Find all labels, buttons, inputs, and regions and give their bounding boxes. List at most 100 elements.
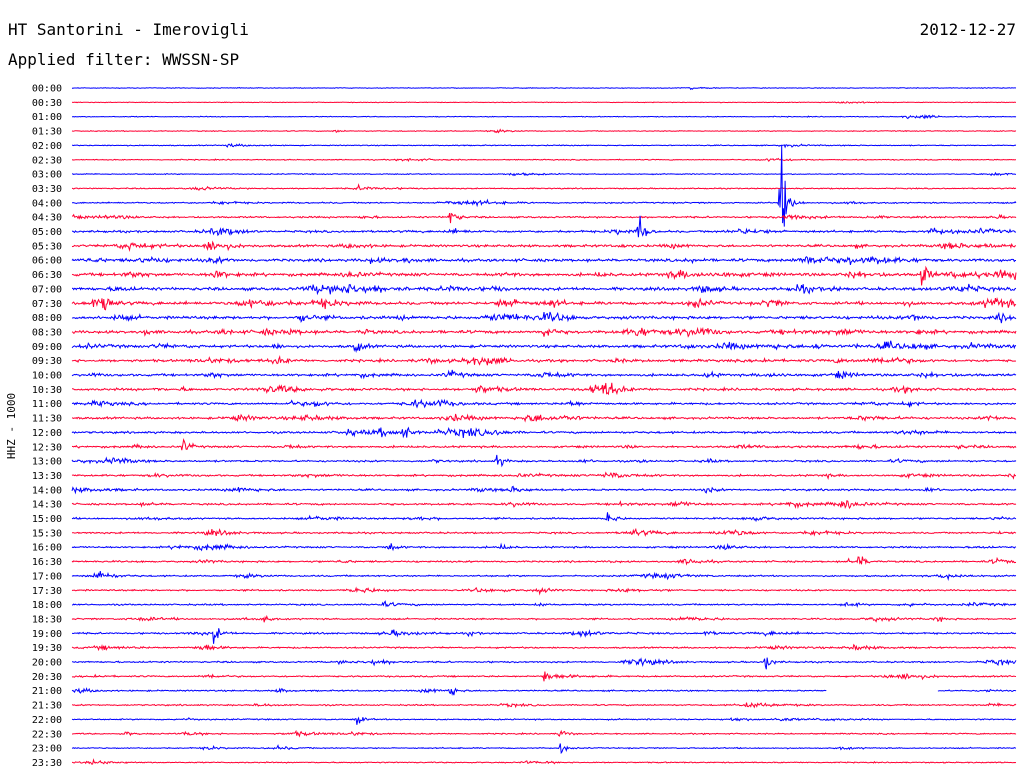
trace-line-0000 [71,86,1017,91]
time-tick-label: 16:30 [32,557,62,568]
time-tick-label: 22:00 [32,715,62,726]
trace-line-2200 [71,716,1017,725]
trace-group [71,86,1017,765]
time-tick-label: 07:30 [32,299,62,310]
time-tick-label: 11:00 [32,399,62,410]
trace-line-0030 [71,101,1017,104]
time-tick-label: 22:30 [32,729,62,740]
time-tick-label: 17:00 [32,571,62,582]
time-tick-label: 07:00 [32,284,62,295]
trace-line-2230 [72,729,1017,738]
channel-axis-label: HHZ - 1000 [5,393,18,459]
trace-line-1700 [71,571,1017,581]
trace-line-2130 [71,702,1017,709]
trace-line-1830 [71,614,1017,623]
time-tick-label: 18:00 [32,600,62,611]
trace-line-2330 [72,758,1017,765]
trace-line-1130 [71,413,1017,423]
trace-line-1930 [71,643,1016,652]
time-tick-label: 23:30 [32,758,62,769]
trace-line-1100 [71,398,1016,409]
time-tick-label: 19:30 [32,643,62,654]
time-tick-label: 13:30 [32,471,62,482]
trace-line-1200 [71,426,1017,439]
trace-line-2030 [71,671,1017,682]
station-title: HT Santorini - Imerovigli [8,20,249,39]
time-tick-label: 21:30 [32,701,62,712]
trace-line-1430 [71,500,1017,510]
time-tick-label: 05:00 [32,227,62,238]
trace-line-1630 [71,556,1017,566]
trace-line-2000 [71,657,1017,670]
time-tick-label: 09:00 [32,342,62,353]
time-tick-label: 21:00 [32,686,62,697]
trace-line-1730 [71,586,1017,596]
time-tick-label: 20:00 [32,658,62,669]
trace-line-1300 [71,454,1017,468]
trace-line-1600 [71,542,1017,552]
time-tick-label: 02:30 [32,155,62,166]
time-tick-label: 01:30 [32,127,62,138]
trace-line-0100 [72,114,1017,120]
time-tick-label: 00:00 [32,84,62,95]
time-tick-label: 01:00 [32,112,62,123]
trace-line-0400 [72,145,1017,227]
record-date: 2012-12-27 [919,20,1016,39]
time-tick-label: 06:00 [32,256,62,267]
time-tick-label: 11:30 [32,414,62,425]
trace-line-1230 [71,437,1017,451]
time-tick-label: 00:30 [32,98,62,109]
trace-line-0230 [71,157,1016,163]
time-tick-label: 12:00 [32,428,62,439]
time-tick-label: 12:30 [32,442,62,453]
time-tick-label: 23:00 [32,744,62,755]
time-tick-label: 20:30 [32,672,62,683]
trace-line-0330 [71,183,1017,191]
trace-line-0130 [71,128,1017,134]
trace-line-0630 [71,265,1017,286]
trace-line-1500 [71,512,1017,523]
trace-line-1800 [71,600,1017,608]
time-tick-label: 15:00 [32,514,62,525]
trace-line-2300 [71,743,1017,755]
time-tick-label: 04:30 [32,213,62,224]
trace-line-0930 [71,354,1017,366]
trace-line-0430 [71,212,1017,224]
time-tick-labels: 00:00 00:30 01:00 01:30 02:00 02:30 03:00 03:30… [32,84,62,769]
time-tick-label: 14:00 [32,485,62,496]
time-tick-label: 05:30 [32,241,62,252]
time-tick-label: 03:00 [32,170,62,181]
time-tick-label: 18:30 [32,614,62,625]
trace-line-1330 [71,471,1017,480]
trace-line-1400 [71,485,1017,495]
trace-line-0300 [72,171,1017,177]
trace-line-0500 [71,215,1017,238]
time-tick-label: 10:30 [32,385,62,396]
trace-line-0800 [71,311,1017,324]
time-tick-label: 09:30 [32,356,62,367]
trace-line-0200 [72,142,1017,149]
time-tick-label: 04:00 [32,198,62,209]
time-tick-label: 10:00 [32,371,62,382]
time-tick-label: 16:00 [32,543,62,554]
filter-label: Applied filter: WWSSN-SP [8,50,240,69]
trace-line-1000 [71,369,1017,380]
trace-line-1900 [72,628,1017,644]
time-tick-label: 06:30 [32,270,62,281]
time-tick-label: 08:30 [32,327,62,338]
time-tick-label: 13:00 [32,457,62,468]
time-tick-label: 03:30 [32,184,62,195]
trace-line-0600 [71,255,1016,266]
trace-line-0730 [71,296,1017,311]
trace-line-0830 [71,326,1017,338]
time-tick-label: 19:00 [32,629,62,640]
trace-line-0530 [71,240,1017,252]
time-tick-label: 02:00 [32,141,62,152]
trace-line-1530 [71,527,1017,537]
time-tick-label: 15:30 [32,528,62,539]
trace-line-1030 [72,382,1017,396]
time-tick-label: 08:00 [32,313,62,324]
trace-line-0900 [71,340,1017,353]
time-tick-label: 17:30 [32,586,62,597]
